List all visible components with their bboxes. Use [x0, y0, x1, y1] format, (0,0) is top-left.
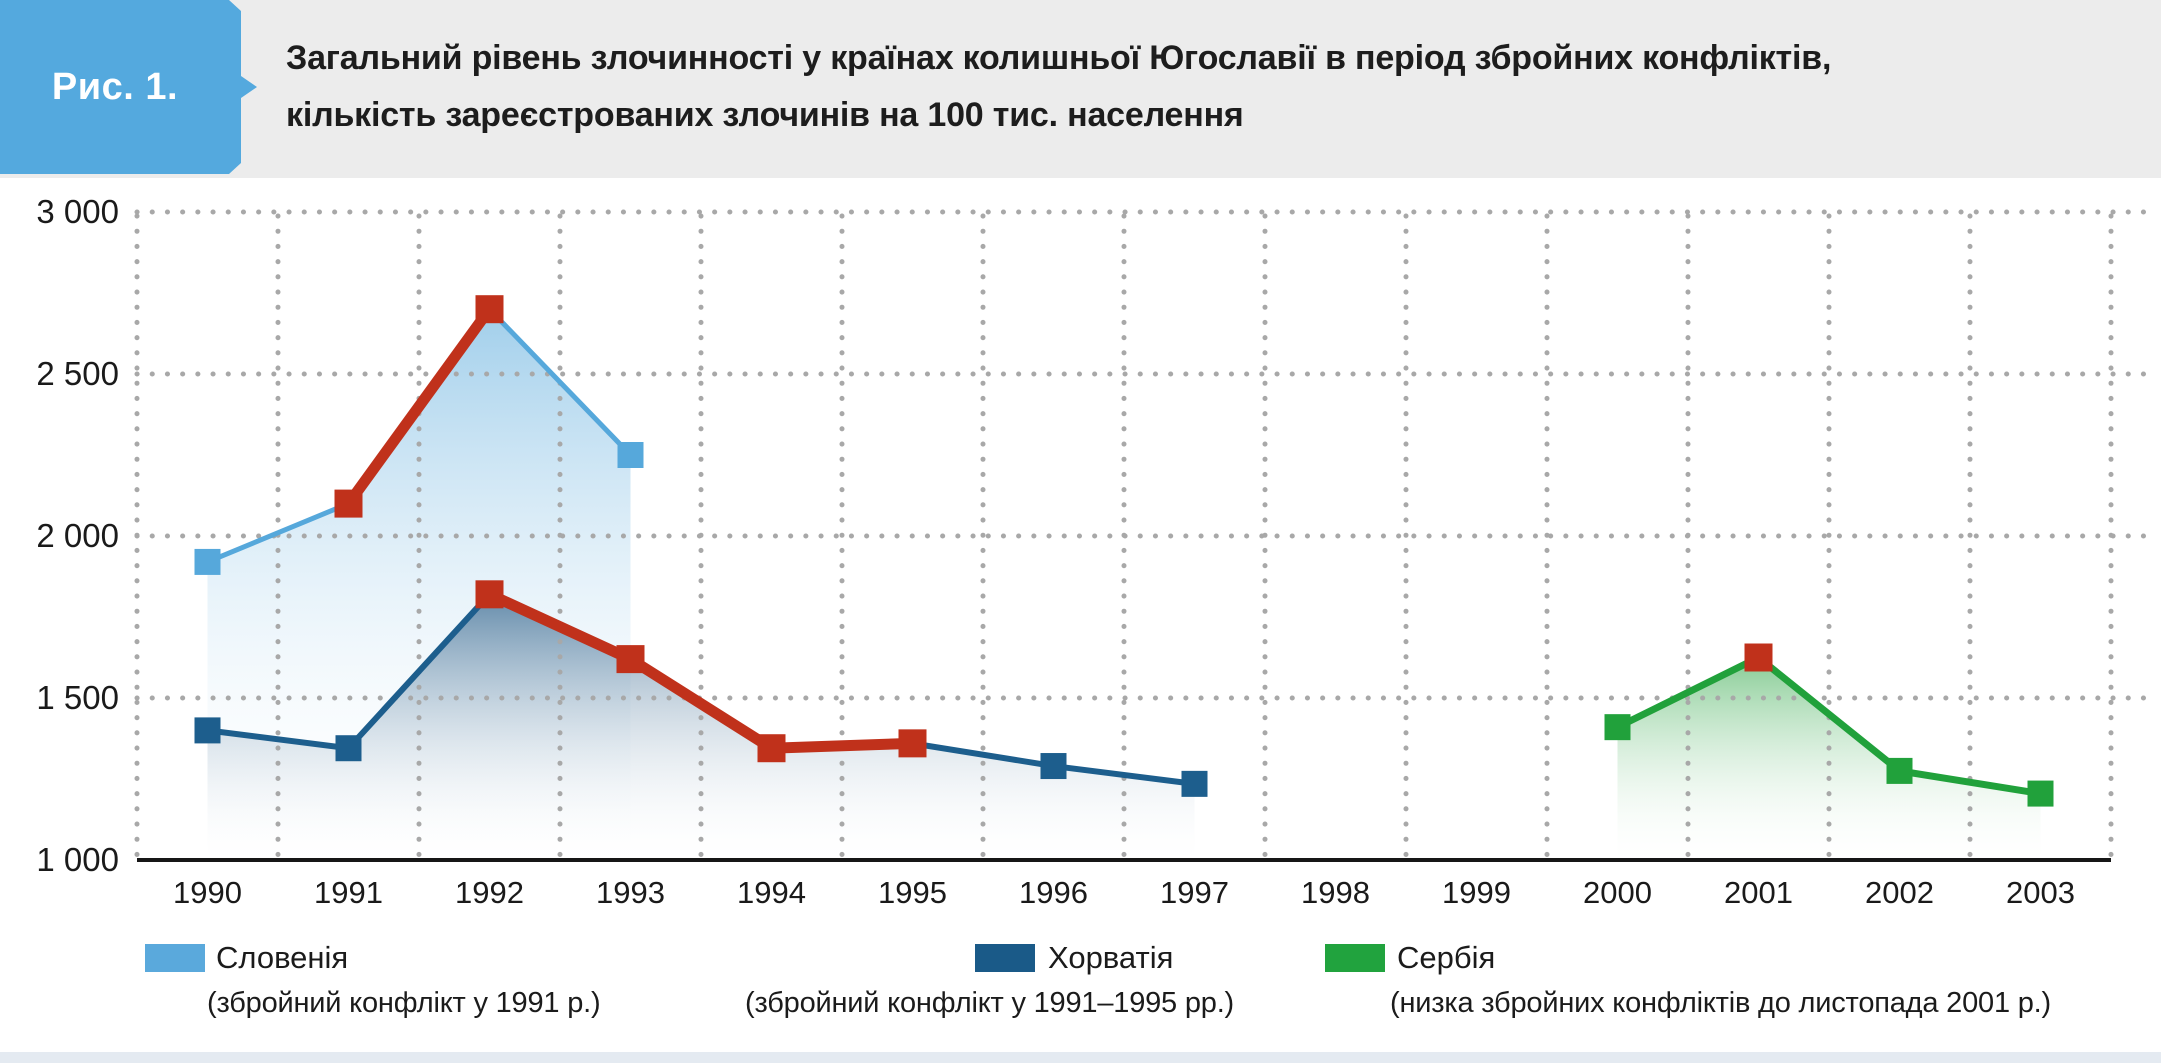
- marker-хорватія-1990: [194, 717, 221, 744]
- figure-header-band: [0, 0, 2161, 178]
- conflict-marker-словенія-1992: [475, 295, 504, 324]
- marker-словенія-1990: [194, 548, 221, 575]
- marker-хорватія-1991: [335, 735, 362, 762]
- y-tick-label-2500: 2 500: [36, 355, 119, 392]
- y-tick-label-2000: 2 000: [36, 517, 119, 554]
- gridlines: [134, 209, 2149, 860]
- area-fill-2: [207, 594, 1195, 858]
- marker-сербія-2002: [1886, 757, 1913, 784]
- conflict-segment-series-1: [344, 305, 494, 507]
- x-tick-label-1992: 1992: [455, 875, 524, 910]
- x-tick-label-1993: 1993: [596, 875, 665, 910]
- legend-label-1: Словенія: [216, 940, 349, 975]
- x-tick-label-2002: 2002: [1865, 875, 1934, 910]
- bottom-strip: [0, 1052, 2161, 1063]
- y-tick-label-3000: 3 000: [36, 193, 119, 230]
- conflict-marker-сербія-2001: [1744, 643, 1773, 672]
- x-tick-label-2000: 2000: [1583, 875, 1652, 910]
- x-tick-label-1996: 1996: [1019, 875, 1088, 910]
- x-tick-label-1999: 1999: [1442, 875, 1511, 910]
- y-tick-label-1000: 1 000: [36, 841, 119, 878]
- legend-swatch-2: [975, 944, 1035, 972]
- marker-словенія-1993: [617, 442, 644, 468]
- marker-хорватія-1996: [1040, 753, 1067, 780]
- legend-swatch-3: [1325, 944, 1385, 972]
- x-tick-label-1994: 1994: [737, 875, 806, 910]
- figure-badge: Рис. 1.: [0, 0, 257, 174]
- legend-label-3: Сербія: [1397, 940, 1496, 975]
- figure-badge-label: Рис. 1.: [51, 65, 179, 108]
- x-tick-label-2001: 2001: [1724, 875, 1793, 910]
- figure-title-line-1: Загальний рівень злочинності у країнах к…: [286, 39, 1832, 77]
- legend-note-3: (низка збройних конфліктів до листопада …: [1390, 987, 2051, 1019]
- conflict-marker-словенія-1991: [334, 489, 363, 518]
- x-tick-label-1995: 1995: [878, 875, 947, 910]
- x-tick-label-1997: 1997: [1160, 875, 1229, 910]
- legend-note-1: (збройний конфлікт у 1991 р.): [207, 987, 601, 1019]
- figure-title: Загальний рівень злочинності у країнах к…: [286, 30, 1831, 144]
- legend-label-2: Хорватія: [1048, 940, 1174, 975]
- x-tick-label-1991: 1991: [314, 875, 383, 910]
- marker-хорватія-1997: [1181, 770, 1208, 797]
- x-tick-label-1998: 1998: [1301, 875, 1370, 910]
- conflict-marker-хорватія-1992: [475, 580, 504, 609]
- conflict-segment-series-2: [487, 589, 913, 754]
- legend-note-2: (збройний конфлікт у 1991–1995 рр.): [745, 987, 1235, 1019]
- marker-сербія-2003: [2027, 780, 2054, 807]
- x-tick-label-2003: 2003: [2006, 875, 2075, 910]
- conflict-marker-хорватія-1993: [616, 645, 645, 674]
- marker-сербія-2000: [1604, 714, 1631, 741]
- y-tick-label-1500: 1 500: [36, 679, 119, 716]
- x-tick-label-1990: 1990: [173, 875, 242, 910]
- conflict-marker-хорватія-1994: [757, 734, 786, 763]
- conflict-marker-хорватія-1995: [898, 729, 927, 758]
- series-line-3: [1615, 653, 2042, 798]
- area-fill-3: [1617, 657, 2041, 858]
- legend-swatch-1: [145, 944, 205, 972]
- figure-title-line-2: кількість зареєстрованих злочинів на 100…: [286, 96, 1244, 134]
